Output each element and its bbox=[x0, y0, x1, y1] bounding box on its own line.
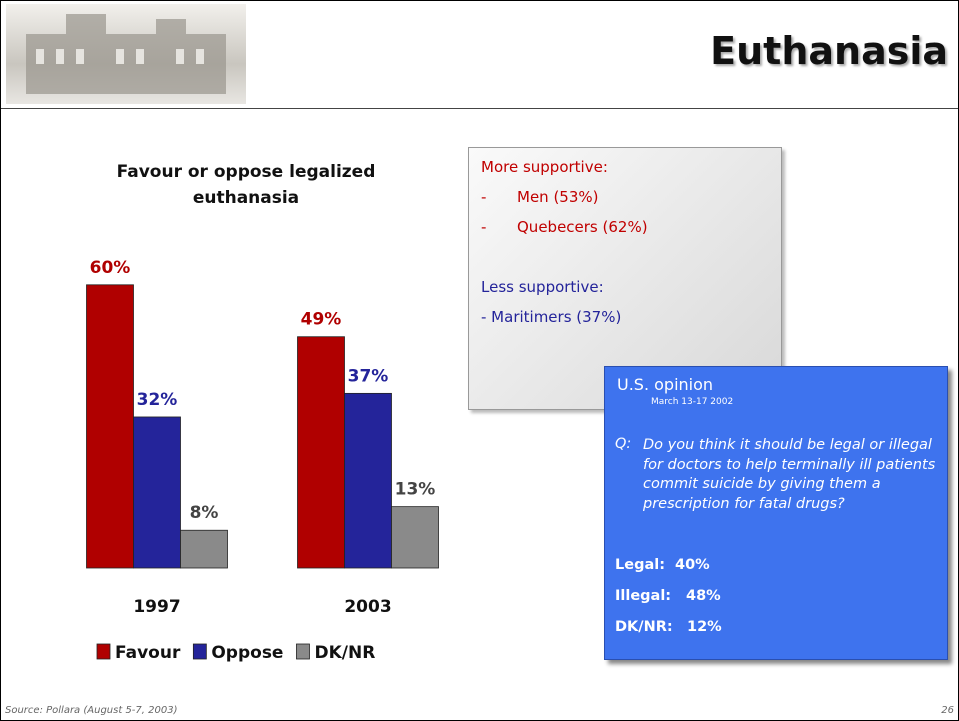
bullet: - bbox=[481, 218, 486, 236]
bar bbox=[134, 417, 181, 568]
bar bbox=[181, 530, 228, 568]
more-item: Quebecers (62%) bbox=[517, 218, 648, 236]
question-marker: Q: bbox=[615, 436, 631, 452]
value-label: 13% bbox=[395, 480, 436, 500]
source-note: Source: Pollara (August 5-7, 2003) bbox=[5, 705, 177, 716]
result-label: Legal: bbox=[615, 557, 665, 573]
bar bbox=[87, 285, 134, 568]
question: Do you think it should be legal or illeg… bbox=[643, 436, 943, 514]
legend-label: Favour bbox=[115, 643, 181, 663]
x-tick-label: 2003 bbox=[344, 597, 391, 617]
legend-label: DK/NR bbox=[314, 643, 375, 663]
value-label: 60% bbox=[90, 258, 131, 278]
us-title: U.S. opinion bbox=[617, 375, 713, 394]
legend-label: Oppose bbox=[211, 643, 283, 663]
less-item: - Maritimers (37%) bbox=[481, 308, 621, 326]
us-date: March 13-17 2002 bbox=[651, 397, 733, 407]
chart-title: Favour or oppose legalized euthanasia bbox=[96, 159, 396, 211]
more-heading: More supportive: bbox=[481, 158, 608, 176]
result-label: Illegal: bbox=[615, 588, 671, 604]
legend-swatch bbox=[97, 644, 110, 659]
page-number: 26 bbox=[941, 705, 954, 716]
us-opinion-box: U.S. opinion March 13-17 2002 Q: Do you … bbox=[604, 366, 948, 660]
bar bbox=[345, 393, 392, 568]
bullet: - bbox=[481, 188, 486, 206]
value-label: 8% bbox=[190, 503, 219, 523]
result-value: 12% bbox=[687, 619, 722, 635]
legend-swatch bbox=[296, 644, 309, 659]
bar bbox=[392, 507, 439, 568]
legend-swatch bbox=[193, 644, 206, 659]
result-value: 40% bbox=[675, 557, 710, 573]
slide: Euthanasia 60%32%8%199749%37%13%2003Favo… bbox=[0, 0, 959, 721]
value-label: 32% bbox=[137, 390, 178, 410]
x-tick-label: 1997 bbox=[133, 597, 180, 617]
result-value: 48% bbox=[686, 588, 721, 604]
result-label: DK/NR: bbox=[615, 619, 673, 635]
value-label: 37% bbox=[348, 366, 389, 386]
value-label: 49% bbox=[301, 310, 342, 330]
bar bbox=[298, 337, 345, 568]
more-item: Men (53%) bbox=[517, 188, 599, 206]
less-heading: Less supportive: bbox=[481, 278, 604, 296]
page: Euthanasia 60%32%8%199749%37%13%2003Favo… bbox=[0, 0, 959, 721]
